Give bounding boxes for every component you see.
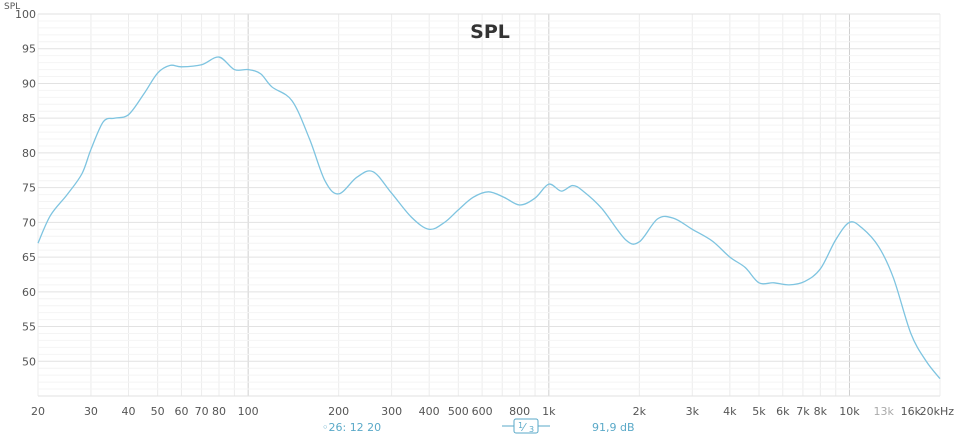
y-tick-label: 85 xyxy=(22,112,36,125)
channel-readout[interactable]: ◦26: 12 20 xyxy=(322,421,381,434)
level-readout: 91,9 dB xyxy=(592,421,635,434)
x-tick-label: 7k xyxy=(796,405,810,418)
x-axis-ticks: 20 30 40 50 60 70 80 100 200 300 400 500 600 800 1k 2k 3… xyxy=(31,405,954,418)
y-tick-label: 70 xyxy=(22,216,36,229)
smoothing-control[interactable]: 1 ⁄ 3 xyxy=(502,418,550,434)
x-tick-label: 16k xyxy=(901,405,922,418)
x-tick-label: 8k xyxy=(814,405,828,418)
grid xyxy=(37,13,941,397)
series-group xyxy=(37,56,941,380)
y-axis-ticks: 50 55 60 65 70 75 80 85 90 95 100 xyxy=(15,8,36,368)
spl-series-line xyxy=(37,56,941,380)
y-tick-label: 50 xyxy=(22,355,36,368)
smoothing-denominator: 3 xyxy=(529,425,534,434)
x-tick-label: 4k xyxy=(723,405,737,418)
x-tick-label: 500 xyxy=(448,405,469,418)
x-tick-label: 100 xyxy=(238,405,259,418)
x-tick-label: 60 xyxy=(174,405,188,418)
x-tick-label: 20kHz xyxy=(920,405,955,418)
x-tick-label: 2k xyxy=(633,405,647,418)
smoothing-slash: ⁄ xyxy=(520,421,527,434)
x-tick-label: 10k xyxy=(839,405,860,418)
y-tick-label: 60 xyxy=(22,286,36,299)
x-tick-label: 300 xyxy=(381,405,402,418)
y-tick-label: 75 xyxy=(22,182,36,195)
x-tick-label: 5k xyxy=(752,405,766,418)
x-tick-label: 30 xyxy=(84,405,98,418)
y-tick-label: 95 xyxy=(22,43,36,56)
x-tick-label: 3k xyxy=(686,405,700,418)
x-tick-label: 400 xyxy=(419,405,440,418)
x-tick-label: 13k xyxy=(874,405,895,418)
x-tick-label: 1k xyxy=(542,405,556,418)
y-tick-label: 80 xyxy=(22,147,36,160)
y-tick-label: 90 xyxy=(22,77,36,90)
x-tick-label: 200 xyxy=(328,405,349,418)
x-tick-label: 80 xyxy=(212,405,226,418)
y-tick-label: 65 xyxy=(22,251,36,264)
y-tick-label: 100 xyxy=(15,8,36,21)
x-tick-label: 40 xyxy=(122,405,136,418)
x-tick-label: 800 xyxy=(509,405,530,418)
y-tick-label: 55 xyxy=(22,321,36,334)
x-tick-label: 70 xyxy=(195,405,209,418)
x-tick-label: 20 xyxy=(31,405,45,418)
chart-title: SPL xyxy=(470,21,510,43)
smoothing-numerator: 1 xyxy=(518,421,523,430)
y-axis-label: SPL xyxy=(4,2,20,12)
x-tick-label: 600 xyxy=(472,405,493,418)
x-tick-label: 6k xyxy=(776,405,790,418)
x-tick-label: 50 xyxy=(151,405,165,418)
